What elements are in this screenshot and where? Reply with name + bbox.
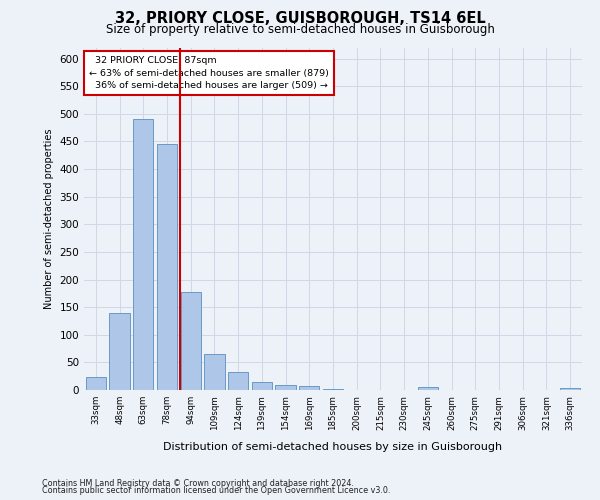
- Bar: [418, 387, 438, 390]
- Bar: [275, 385, 296, 390]
- Bar: [205, 354, 224, 390]
- Text: Contains HM Land Registry data © Crown copyright and database right 2024.: Contains HM Land Registry data © Crown c…: [42, 478, 354, 488]
- Text: 32, PRIORY CLOSE, GUISBOROUGH, TS14 6EL: 32, PRIORY CLOSE, GUISBOROUGH, TS14 6EL: [115, 11, 485, 26]
- Bar: [252, 382, 272, 390]
- Bar: [109, 312, 130, 390]
- Bar: [228, 372, 248, 390]
- Bar: [133, 120, 154, 390]
- Text: Contains public sector information licensed under the Open Government Licence v3: Contains public sector information licen…: [42, 486, 391, 495]
- Bar: [560, 388, 580, 390]
- Bar: [323, 389, 343, 390]
- Text: 32 PRIORY CLOSE: 87sqm
← 63% of semi-detached houses are smaller (879)
  36% of : 32 PRIORY CLOSE: 87sqm ← 63% of semi-det…: [89, 56, 329, 90]
- Bar: [181, 292, 201, 390]
- Bar: [86, 378, 106, 390]
- Y-axis label: Number of semi-detached properties: Number of semi-detached properties: [44, 128, 54, 309]
- Text: Distribution of semi-detached houses by size in Guisborough: Distribution of semi-detached houses by …: [163, 442, 503, 452]
- Bar: [157, 144, 177, 390]
- Bar: [299, 386, 319, 390]
- Text: Size of property relative to semi-detached houses in Guisborough: Size of property relative to semi-detach…: [106, 22, 494, 36]
